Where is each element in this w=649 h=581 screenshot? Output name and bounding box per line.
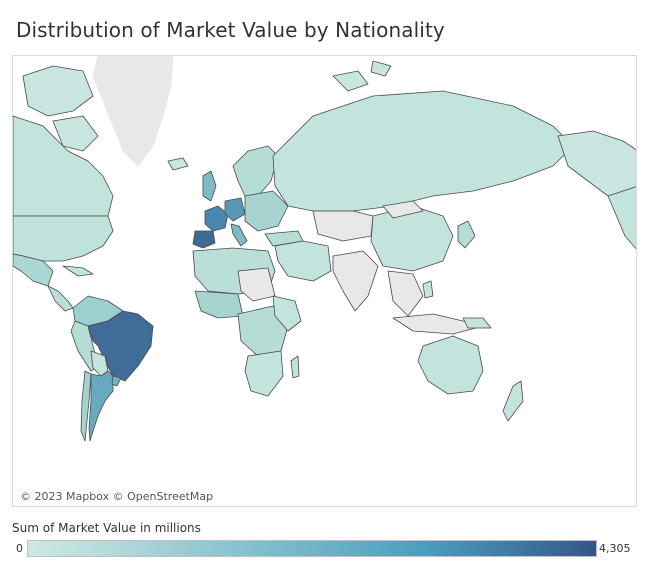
region-east-africa[interactable] — [272, 295, 302, 332]
region-new-zealand[interactable] — [502, 380, 524, 422]
map-canvas — [13, 56, 637, 442]
world-map[interactable] — [12, 55, 637, 507]
region-caribbean[interactable] — [62, 265, 94, 277]
region-middle-east[interactable] — [274, 240, 332, 282]
region-usa[interactable] — [13, 215, 114, 262]
region-eastern-europe[interactable] — [244, 190, 289, 232]
region-india[interactable] — [332, 250, 379, 312]
region-australia[interactable] — [417, 335, 484, 395]
region-uruguay[interactable] — [111, 375, 122, 387]
region-greenland[interactable] — [92, 56, 174, 167]
region-philippines[interactable] — [422, 280, 434, 299]
region-germany[interactable] — [224, 197, 246, 222]
region-central-asia[interactable] — [312, 210, 374, 242]
region-argentina[interactable] — [88, 370, 114, 442]
legend-max-label: 4,305 — [599, 542, 631, 555]
legend-title: Sum of Market Value in millions — [12, 521, 201, 535]
region-italy[interactable] — [230, 223, 248, 247]
chart-title: Distribution of Market Value by National… — [16, 18, 445, 42]
region-china[interactable] — [370, 205, 454, 272]
region-france[interactable] — [204, 205, 229, 232]
region-uk[interactable] — [202, 170, 217, 202]
region-russia-islands[interactable] — [332, 70, 369, 92]
region-japan[interactable] — [457, 220, 476, 249]
region-mongolia[interactable] — [382, 200, 424, 219]
region-iceland[interactable] — [167, 157, 189, 171]
legend-min-label: 0 — [16, 542, 23, 555]
region-central-america[interactable] — [47, 285, 74, 312]
region-spain[interactable] — [192, 230, 216, 249]
region-russia[interactable] — [272, 90, 574, 212]
region-scandinavia[interactable] — [232, 145, 279, 197]
region-madagascar[interactable] — [290, 355, 300, 379]
region-canada-east[interactable] — [607, 186, 637, 251]
region-arctic-islands-2[interactable] — [52, 115, 99, 152]
region-west-africa[interactable] — [194, 290, 244, 319]
region-russia-islands-2[interactable] — [370, 60, 392, 77]
region-sahel[interactable] — [237, 267, 276, 302]
map-attribution[interactable]: © 2023 Mapbox © OpenStreetMap — [20, 490, 214, 503]
region-arctic-islands[interactable] — [22, 65, 94, 117]
region-southeast-asia[interactable] — [387, 270, 424, 317]
region-southern-africa[interactable] — [244, 350, 284, 397]
region-png[interactable] — [462, 317, 492, 329]
legend-color-ramp — [27, 540, 597, 557]
region-brazil[interactable] — [87, 310, 154, 382]
